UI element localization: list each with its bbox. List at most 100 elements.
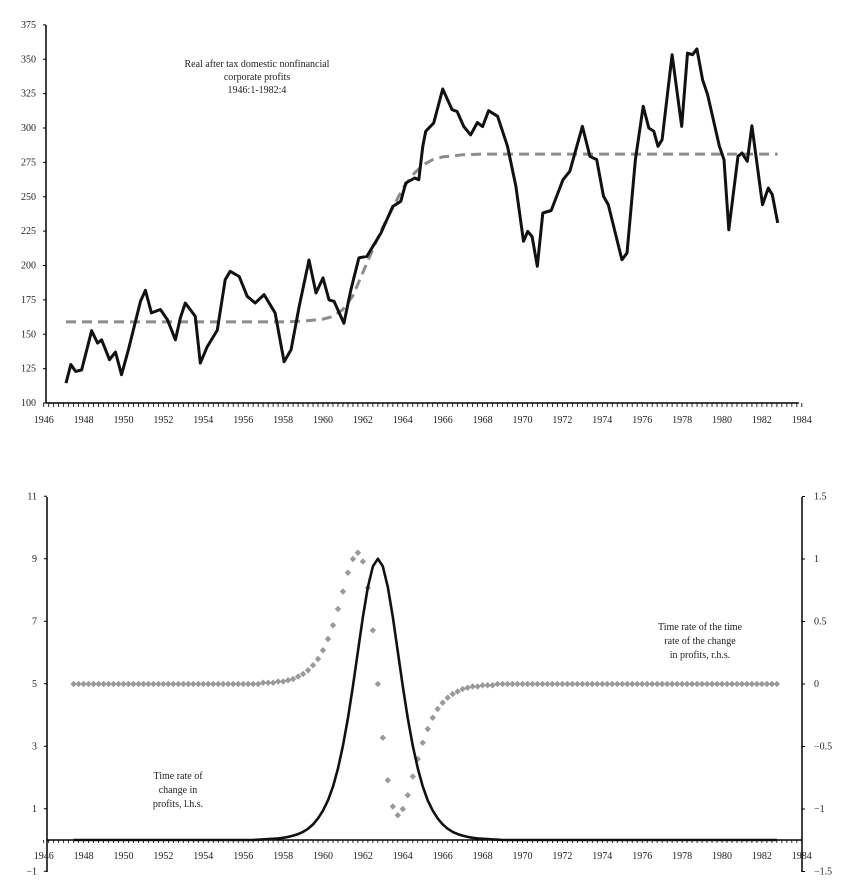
x-tick-label: 1968 [473,851,493,862]
rate-of-rate-dot [693,680,701,688]
rate-of-change-chart: Time rate of change in profits, l.h.s. T… [26,491,832,877]
rate-of-rate-dot [768,680,776,688]
rate-of-rate-dot [753,680,761,688]
rate-of-rate-dot [718,680,726,688]
rate-of-rate-dot [514,680,521,688]
rate-of-rate-dot [259,679,267,686]
rate-of-rate-dot [549,680,556,688]
rate-of-rate-dot [688,680,696,688]
rate-of-rate-dot [394,812,402,819]
rate-of-rate-dot [634,680,641,688]
rate-of-rate-dot [424,725,431,733]
rate-of-rate-dot [629,680,636,688]
right-y-tick-label: 0 [814,679,819,690]
rate-of-rate-dot [484,682,491,689]
rate-of-rate-dot [519,680,526,688]
rate-of-rate-dot [150,680,157,688]
x-tick-label: 1964 [393,415,413,426]
x-tick-label: 1980 [712,415,732,426]
rate-of-rate-dot [489,682,496,689]
rate-of-rate-dot [579,680,586,688]
x-tick-label: 1980 [712,851,732,862]
rate-of-rate-dot [564,680,571,688]
rate-of-rate-dot [274,678,282,685]
rate-of-rate-dot [723,680,731,688]
rate-of-rate-dot [359,558,367,565]
rate-of-rate-dot [80,680,87,688]
rate-of-rate-dot [673,680,681,688]
rate-of-rate-dot [758,680,766,688]
rate-of-rate-dot [399,805,406,813]
x-tick-label: 1960 [313,851,333,862]
y-tick-label: 225 [21,226,36,237]
rate-of-rate-dot [279,678,287,685]
rate-of-rate-dot [504,680,511,688]
rate-of-rate-dot [708,680,716,688]
profits-chart: Real after tax domestic nonfinancial cor… [21,20,812,426]
rate-of-rate-dot [524,680,531,688]
rate-of-rate-dot [339,588,347,595]
rate-of-rate-dot [249,680,257,688]
rate-of-rate-dot [469,683,476,690]
rate-of-rate-dot [449,690,456,698]
rate-of-rate-dot [494,680,501,688]
rate-of-rate-dot [648,680,656,688]
rate-of-rate-dot [95,680,102,688]
rate-of-rate-dot [304,667,312,674]
rate-of-rate-dot [663,680,671,688]
y-tick-label: 300 [21,123,36,134]
rate-of-rate-dot [594,680,601,688]
rate-of-rate-dot [140,680,147,688]
rate-of-rate-dot [419,739,426,746]
rate-of-rate-dot [743,680,751,688]
rate-of-rate-dot [609,680,616,688]
x-tick-label: 1962 [353,851,373,862]
right-y-tick-label: −1.5 [814,867,832,878]
annotation-right-line-3: in profits, r.h.s. [670,650,731,661]
annotation-left-line-3: profits, l.h.s. [153,799,203,810]
right-y-tick-label: −0.5 [814,742,832,753]
rate-of-rate-dot [683,680,691,688]
rate-of-rate-dot [110,680,117,688]
left-y-tick-label: 5 [32,679,37,690]
rate-of-rate-dot [464,684,471,691]
left-y-tick-label: 9 [32,554,37,565]
rate-of-rate-dot [454,688,461,695]
rate-of-rate-dot [499,680,506,688]
rate-of-rate-dot [100,680,107,688]
rate-of-rate-dot [678,680,686,688]
rate-of-rate-dot [738,680,746,688]
x-tick-label: 1952 [153,851,173,862]
rate-of-rate-dot [639,680,646,688]
rate-of-rate-dot [429,714,436,721]
y-tick-label: 375 [21,20,36,31]
right-y-tick-label: 1.5 [814,492,827,503]
rate-of-rate-dot [220,680,227,688]
rate-of-rate-dot [439,699,446,706]
rate-of-rate-dot [190,680,197,688]
rate-of-rate-dot [479,682,486,689]
trend-dashed-line [66,152,778,324]
x-tick-label: 1964 [393,851,413,862]
x-tick-label: 1974 [592,851,612,862]
rate-of-rate-dot [668,680,676,688]
rate-of-rate-dot [389,803,397,810]
profits-line [64,47,780,384]
rate-of-rate-dot [145,680,152,688]
rate-of-rate-dot [235,680,242,688]
rate-of-rate-dot [329,622,337,629]
rate-of-rate-dot [185,680,192,688]
rate-of-rate-dot [344,569,352,576]
x-tick-label: 1946 [34,851,54,862]
annotation-left-line-1: Time rate of [153,771,203,782]
rate-of-rate-dot [434,705,441,713]
rate-of-rate-dot [264,679,272,686]
annotation-right-line-2: rate of the change [664,636,736,647]
rate-of-rate-dot [604,680,611,688]
x-tick-label: 1960 [313,415,333,426]
rate-of-rate-dot [85,680,92,688]
y-tick-label: 150 [21,329,36,340]
rate-of-rate-dot [619,680,626,688]
rate-of-rate-dot [653,680,661,688]
